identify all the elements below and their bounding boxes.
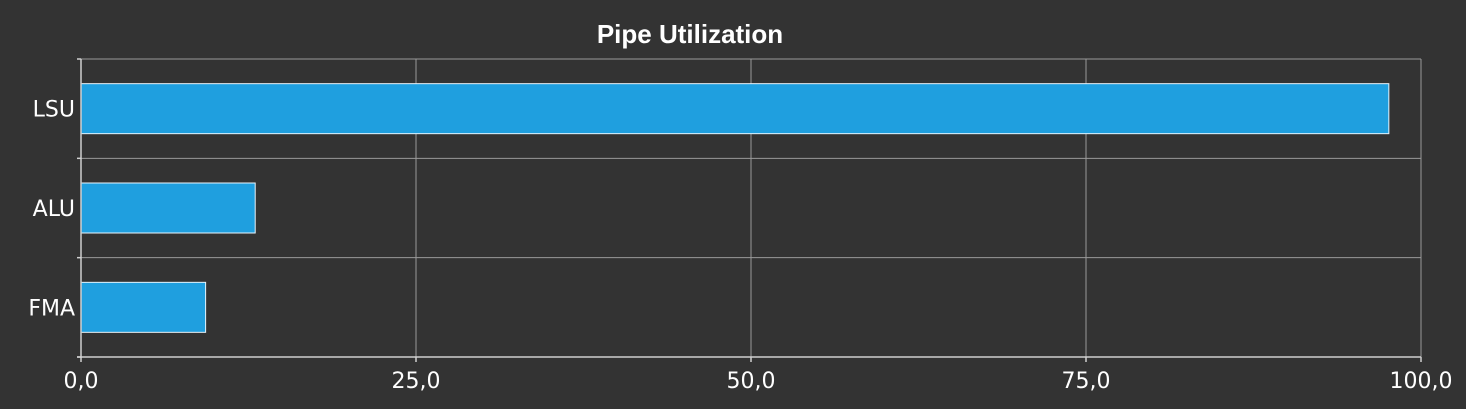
category-label-fma: FMA [28,296,75,321]
bars [80,83,1390,333]
bar-alu [80,182,256,234]
category-labels: LSU ALU FMA [28,98,75,322]
x-tick-label-3: 75,0 [1062,369,1111,394]
bar-lsu [80,83,1390,135]
x-tick-label-2: 50,0 [727,369,776,394]
x-tick-label-1: 25,0 [392,369,441,394]
category-label-lsu: LSU [33,98,75,123]
bar-fma [80,281,207,333]
x-tick-labels: 0,0 25,0 50,0 75,0 100,0 [64,369,1453,394]
x-tick-label-4: 100,0 [1390,369,1453,394]
chart-title: Pipe Utilization [597,19,783,49]
x-tick-label-0: 0,0 [64,369,99,394]
axes [77,58,1422,362]
category-label-alu: ALU [33,197,75,222]
